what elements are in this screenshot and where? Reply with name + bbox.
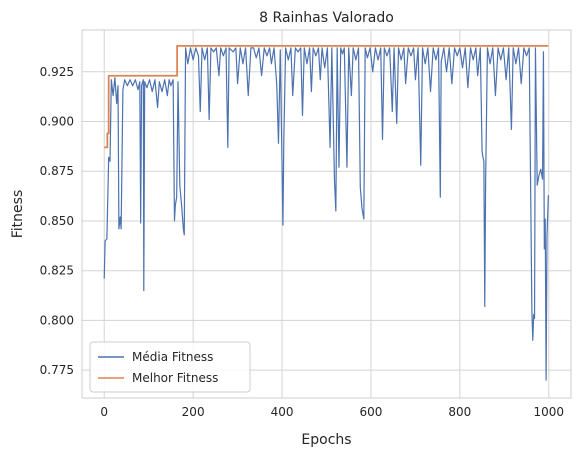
x-tick-label: 1000 xyxy=(533,405,564,419)
y-axis-label: Fitness xyxy=(10,190,26,239)
y-tick-label: 0.800 xyxy=(40,313,74,327)
media-fitness-line xyxy=(103,47,549,381)
legend: Média Fitness Melhor Fitness xyxy=(89,341,251,393)
x-tick-label: 800 xyxy=(448,405,471,419)
chart-title: 8 Rainhas Valorado xyxy=(259,10,394,26)
x-tick-label: 200 xyxy=(182,405,205,419)
grid-lines xyxy=(82,30,571,398)
x-tick-label: 400 xyxy=(271,405,294,419)
x-tick-label: 0 xyxy=(100,405,108,419)
legend-label: Média Fitness xyxy=(132,350,213,364)
legend-box xyxy=(89,341,251,393)
y-tick-label: 0.775 xyxy=(40,363,74,377)
plot-frame xyxy=(81,29,572,399)
melhor-fitness-line xyxy=(104,45,549,149)
legend-label: Melhor Fitness xyxy=(132,371,218,385)
series-lines xyxy=(103,45,549,381)
tick-labels: 0 200 400 600 800 1000 0.775 0.800 0.825 0.850 0.8… xyxy=(40,65,564,419)
y-tick-label: 0.850 xyxy=(40,214,74,228)
y-tick-label: 0.900 xyxy=(40,115,74,129)
x-axis-label: Epochs xyxy=(301,432,351,448)
x-tick-label: 600 xyxy=(360,405,383,419)
y-tick-label: 0.925 xyxy=(40,65,74,79)
y-tick-label: 0.825 xyxy=(40,264,74,278)
y-tick-label: 0.875 xyxy=(40,164,74,178)
